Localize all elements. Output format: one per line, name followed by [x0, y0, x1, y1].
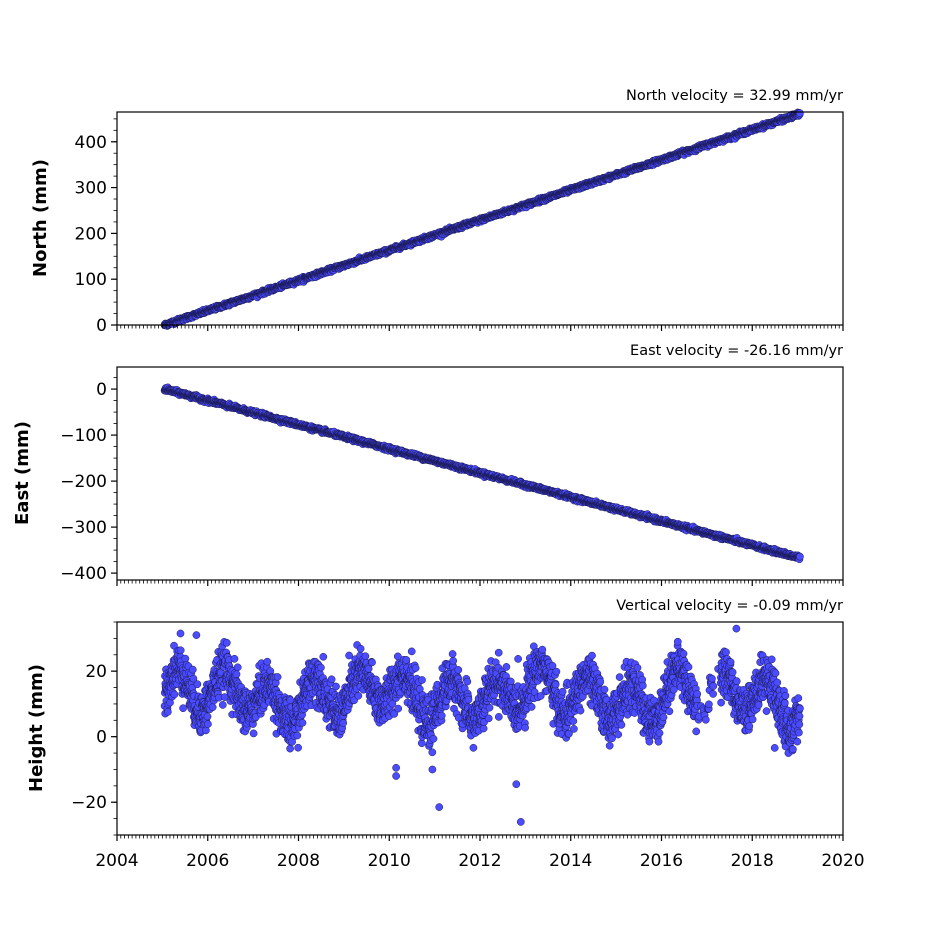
y-tick-label: 0	[96, 316, 107, 336]
north-velocity-title: North velocity = 32.99 mm/yr	[626, 88, 843, 104]
y-tick-label: 200	[75, 224, 107, 244]
east-data-points	[160, 383, 804, 564]
east-velocity-title: East velocity = -26.16 mm/yr	[630, 343, 843, 359]
north-panel: North velocity = 32.99 mm/yr North (mm) …	[30, 88, 844, 336]
north-y-axis-label: North (mm)	[30, 159, 51, 277]
data-point	[796, 109, 804, 117]
east-y-axis-label: East (mm)	[12, 421, 33, 525]
y-tick-label: 300	[75, 179, 107, 199]
east-panel: East velocity = -26.16 mm/yr East (mm) 0…	[12, 343, 844, 586]
y-tick-label: 400	[75, 133, 107, 153]
y-tick-label: 100	[75, 270, 107, 290]
north-data-points	[160, 108, 804, 330]
